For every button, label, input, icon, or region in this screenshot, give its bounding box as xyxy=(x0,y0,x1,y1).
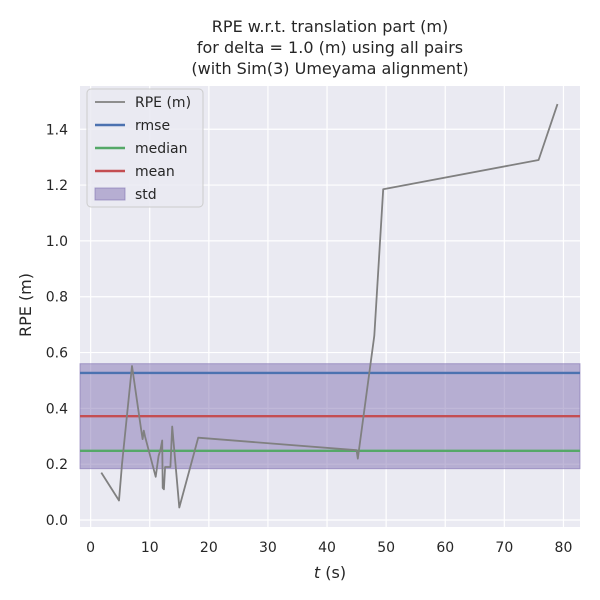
legend-label: RPE (m) xyxy=(135,95,191,111)
y-tick-label: 1.0 xyxy=(46,234,68,250)
y-tick-label: 0.2 xyxy=(46,457,68,473)
legend-swatch xyxy=(94,187,126,201)
y-tick-labels: 0.0 0.2 0.4 0.6 0.8 1.0 1.2 1.4 xyxy=(46,122,68,529)
x-axis-label: t (s) xyxy=(314,563,346,582)
y-tick-label: 0.8 xyxy=(46,290,68,306)
y-tick-label: 0.0 xyxy=(46,513,68,529)
stat-lines xyxy=(80,371,580,453)
x-tick-label: 60 xyxy=(436,540,454,556)
x-tick-labels: 0 10 20 30 40 50 60 70 80 xyxy=(86,540,572,556)
x-axis-label-unit: (s) xyxy=(320,563,346,582)
x-tick-label: 80 xyxy=(555,540,573,556)
x-tick-label: 50 xyxy=(377,540,395,556)
chart-title: RPE w.r.t. translation part (m) for delt… xyxy=(191,17,468,78)
y-tick-label: 0.6 xyxy=(46,346,68,362)
y-tick-label: 0.4 xyxy=(46,401,68,417)
rpe-series-line xyxy=(100,103,559,509)
x-tick-label: 30 xyxy=(259,540,277,556)
x-tick-label: 20 xyxy=(200,540,218,556)
x-tick-label: 70 xyxy=(495,540,513,556)
series-layer xyxy=(100,103,559,509)
legend: RPE (m) rmse median mean std xyxy=(86,88,204,208)
legend-label: rmse xyxy=(135,118,170,134)
legend-label: mean xyxy=(135,164,175,180)
x-tick-label: 10 xyxy=(141,540,159,556)
y-tick-label: 1.4 xyxy=(46,122,68,138)
y-axis-label: RPE (m) xyxy=(16,273,35,337)
title-line-2: for delta = 1.0 (m) using all pairs xyxy=(197,38,463,57)
y-tick-label: 1.2 xyxy=(46,178,68,194)
x-axis-label-var: t xyxy=(314,563,321,582)
title-line-1: RPE w.r.t. translation part (m) xyxy=(212,17,448,36)
title-line-3: (with Sim(3) Umeyama alignment) xyxy=(191,59,468,78)
x-tick-label: 0 xyxy=(86,540,95,556)
legend-box xyxy=(86,88,204,208)
legend-label: median xyxy=(135,141,187,157)
legend-label: std xyxy=(135,187,157,203)
x-tick-label: 40 xyxy=(318,540,336,556)
